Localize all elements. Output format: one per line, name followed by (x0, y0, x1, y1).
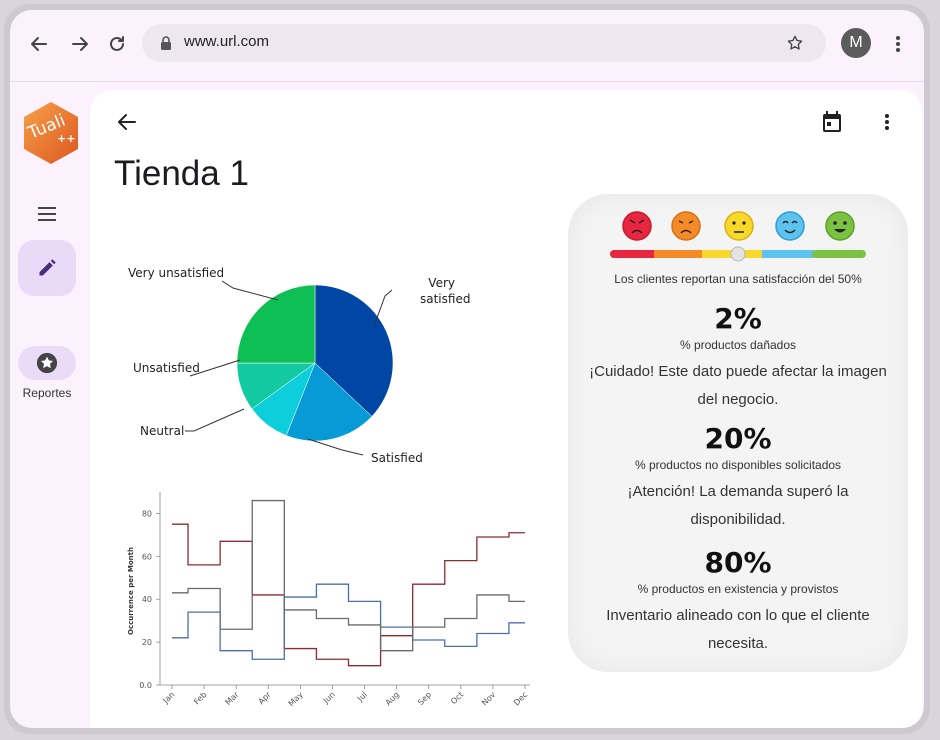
refresh-icon (110, 36, 124, 51)
hamburger-icon (38, 207, 56, 221)
y-tick-label: 80 (142, 509, 152, 518)
y-tick-label: 20 (142, 638, 152, 647)
pie-label-neutral: Neutral (140, 424, 184, 438)
metric-message: Inventario alineado con lo que el client… (606, 607, 870, 652)
face-very-satisfied-icon (825, 211, 855, 241)
pie-slices (236, 284, 394, 442)
pie-label-very-satisfied: Very (428, 276, 455, 290)
tuali-logo: Tuali ++ (22, 100, 80, 166)
pie-slice-satisfied (285, 362, 373, 442)
avatar[interactable]: M (841, 28, 871, 58)
leader-neutral (185, 408, 245, 432)
browser-toolbar: www.url.com M (10, 10, 924, 82)
satisfaction-card: Los clientes reportan una satisfacción d… (568, 194, 908, 672)
x-tick-label: Oct (449, 690, 465, 706)
x-tick-label: Jan (161, 690, 177, 706)
star-circle-icon (36, 352, 58, 374)
pie-leader-lines (185, 280, 393, 456)
pie-label-unsatisfied: Unsatisfied (133, 361, 200, 375)
pie-chart: Very unsatisfied Very satisfied Unsatisf… (128, 266, 470, 465)
forward-nav-button[interactable] (68, 32, 92, 56)
metric-label: % productos dañados (679, 338, 797, 352)
y-tick-label: 0.0 (139, 681, 152, 690)
arrow-left-icon (31, 37, 47, 51)
pie-slice-very-satisfied (314, 284, 394, 417)
x-tick-label: Jun (321, 690, 337, 706)
calendar-icon (823, 111, 841, 132)
line-series (172, 499, 525, 667)
metric-value: 80% (704, 546, 772, 579)
back-nav-button[interactable] (27, 32, 51, 56)
satisfaction-knob (730, 246, 746, 262)
more-options-button[interactable] (874, 109, 900, 135)
browser-menu-button[interactable] (886, 32, 910, 56)
metric-damaged: 2% % productos dañados ¡Cuidado! Este da… (568, 302, 908, 414)
x-tick-label: Apr (257, 690, 274, 707)
leader-satisfied (307, 438, 364, 456)
back-button[interactable] (114, 109, 140, 135)
satisfaction-text: Los clientes reportan una satisfacción d… (614, 272, 862, 286)
step-line-chart: 0.0 20 40 60 80 Jan Feb Mar Apr May Jun Jul Aug Sep Oc… (127, 492, 530, 708)
reload-button[interactable] (105, 32, 129, 56)
more-vert-icon (896, 36, 900, 52)
browser-window: www.url.com M Tuali ++ Reportes (10, 10, 924, 728)
x-tick-label: Jul (355, 690, 369, 704)
leader-very-unsatisfied (221, 280, 279, 301)
pie-label-satisfied: Satisfied (371, 451, 423, 465)
face-very-dissatisfied-icon (622, 211, 652, 241)
x-tick-label: Aug (384, 690, 401, 707)
star-icon[interactable] (786, 34, 804, 52)
reportes-label: Reportes (22, 386, 72, 400)
pencil-icon (39, 259, 56, 276)
x-tick-label: Dec (512, 690, 529, 707)
face-neutral-icon (724, 211, 754, 241)
x-tick-label: May (287, 690, 305, 708)
arrow-right-icon (72, 37, 88, 51)
series-line-3 (172, 499, 525, 652)
x-tick-label: Feb (192, 690, 208, 706)
series-line-1 (172, 523, 525, 667)
pie-label-very-unsatisfied: Very unsatisfied (128, 266, 224, 280)
leader-unsatisfied (189, 359, 241, 377)
line-axes: 0.0 20 40 60 80 Jan Feb Mar Apr May Jun Jul Aug Sep Oc… (139, 492, 530, 708)
y-axis-label: Occurrence per Month (127, 547, 135, 635)
satisfaction-meter (610, 211, 866, 262)
page-title: Tienda 1 (114, 154, 249, 193)
address-bar[interactable]: www.url.com (142, 24, 826, 62)
y-tick-label: 40 (142, 595, 152, 604)
y-tick-label: 60 (142, 552, 152, 561)
face-dissatisfied-icon (671, 211, 701, 241)
pie-label-very-satisfied-2: satisfied (420, 292, 470, 306)
series-line-2 (172, 583, 525, 660)
metric-in-stock: 80% % productos en existencia y provisto… (568, 546, 908, 658)
main-content: Tienda 1 Very unsatisfied Very satisfied… (90, 90, 922, 728)
x-tick-label: Nov (480, 690, 498, 708)
reportes-nav-item[interactable] (18, 346, 76, 380)
logo-sub-text: ++ (57, 132, 75, 145)
navigation-rail: Tuali ++ Reportes (10, 82, 90, 728)
device-frame: www.url.com M Tuali ++ Reportes (4, 4, 930, 734)
calendar-button[interactable] (819, 109, 845, 135)
metric-value: 2% (714, 302, 762, 335)
lock-icon (161, 36, 171, 50)
metric-message: ¡Cuidado! Este dato puede afectar la ima… (589, 363, 887, 408)
metric-label: % productos en existencia y provistos (637, 582, 839, 596)
metric-label: % productos no disponibles solicitados (634, 458, 842, 472)
url-text: www.url.com (184, 33, 270, 50)
leader-very-satisfied (373, 289, 393, 327)
arrow-back-icon (118, 114, 136, 130)
metric-value: 20% (704, 422, 772, 455)
x-tick-label: Mar (224, 690, 242, 708)
more-vert-icon (885, 114, 889, 130)
menu-button[interactable] (18, 186, 76, 242)
metric-unavailable: 20% % productos no disponibles solicitad… (568, 422, 908, 534)
x-tick-label: Sep (416, 690, 433, 707)
face-satisfied-icon (775, 211, 805, 241)
pie-slice-very-unsatisfied (236, 284, 316, 364)
edit-fab-button[interactable] (18, 240, 76, 296)
avatar-letter: M (849, 34, 863, 51)
metric-message: ¡Atención! La demanda superó la disponib… (627, 483, 849, 528)
